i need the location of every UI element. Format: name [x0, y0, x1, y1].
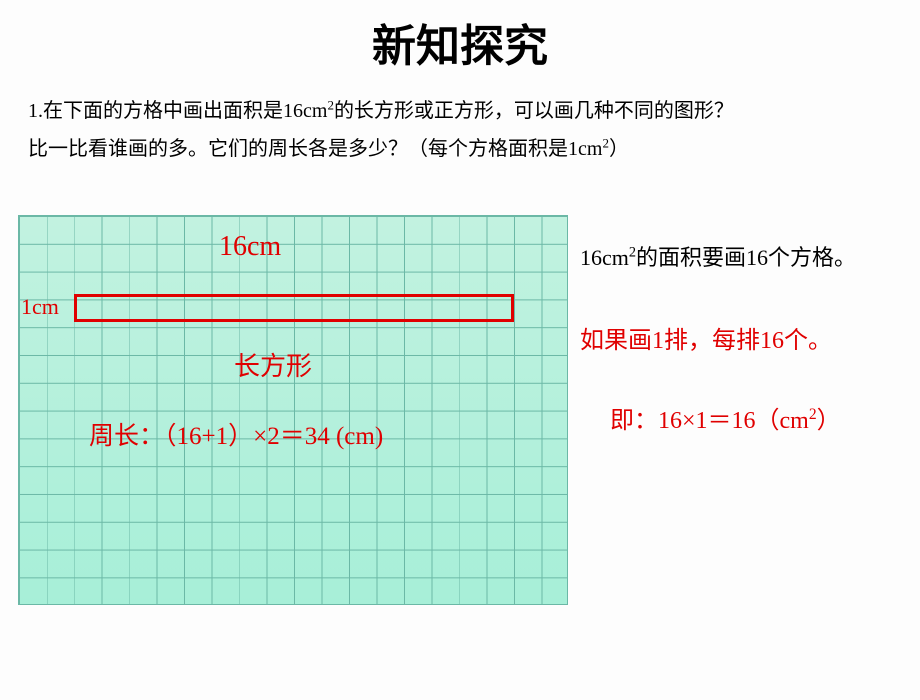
side-note-1: 16cm2的面积要画16个方格。 — [580, 240, 856, 272]
grid-lines — [19, 216, 567, 604]
grid-area: 16cm 1cm 长方形 周长：（16+1）×2＝34 (cm) — [18, 215, 568, 605]
side3a: 即：16×1＝16（cm — [610, 408, 809, 434]
answer-rectangle — [74, 294, 514, 322]
desc-1b: 的长方形或正方形，可以画几种不同的图形？ — [334, 100, 734, 122]
side1b: 的面积要画16个方格。 — [636, 245, 856, 270]
desc-2b: ） — [609, 138, 629, 160]
label-shape: 长方形 — [234, 346, 312, 383]
desc-line-2: 比一比看谁画的多。它们的周长各是多少？（每个方格面积是1cm2） — [28, 130, 920, 168]
side-note-3: 即：16×1＝16（cm2） — [610, 400, 841, 435]
side-note-2: 如果画1排，每排16个。 — [580, 320, 832, 355]
problem-description: 1.在下面的方格中画出面积是16cm2的长方形或正方形，可以画几种不同的图形？ … — [28, 92, 920, 168]
page-title: 新知探究 — [0, 10, 920, 74]
sup-2: 2 — [629, 245, 636, 261]
desc-2a: 比一比看谁画的多。它们的周长各是多少？（每个方格面积是1cm — [28, 138, 602, 160]
desc-line-1: 1.在下面的方格中画出面积是16cm2的长方形或正方形，可以画几种不同的图形？ — [28, 92, 920, 130]
side1a: 16cm — [580, 245, 629, 270]
label-perimeter: 周长：（16+1）×2＝34 (cm) — [89, 416, 383, 452]
label-width: 16cm — [219, 231, 281, 263]
label-height: 1cm — [21, 294, 59, 320]
side3b: ） — [817, 408, 841, 434]
desc-1a: 1.在下面的方格中画出面积是16cm — [28, 100, 327, 122]
sup-2: 2 — [809, 406, 817, 423]
